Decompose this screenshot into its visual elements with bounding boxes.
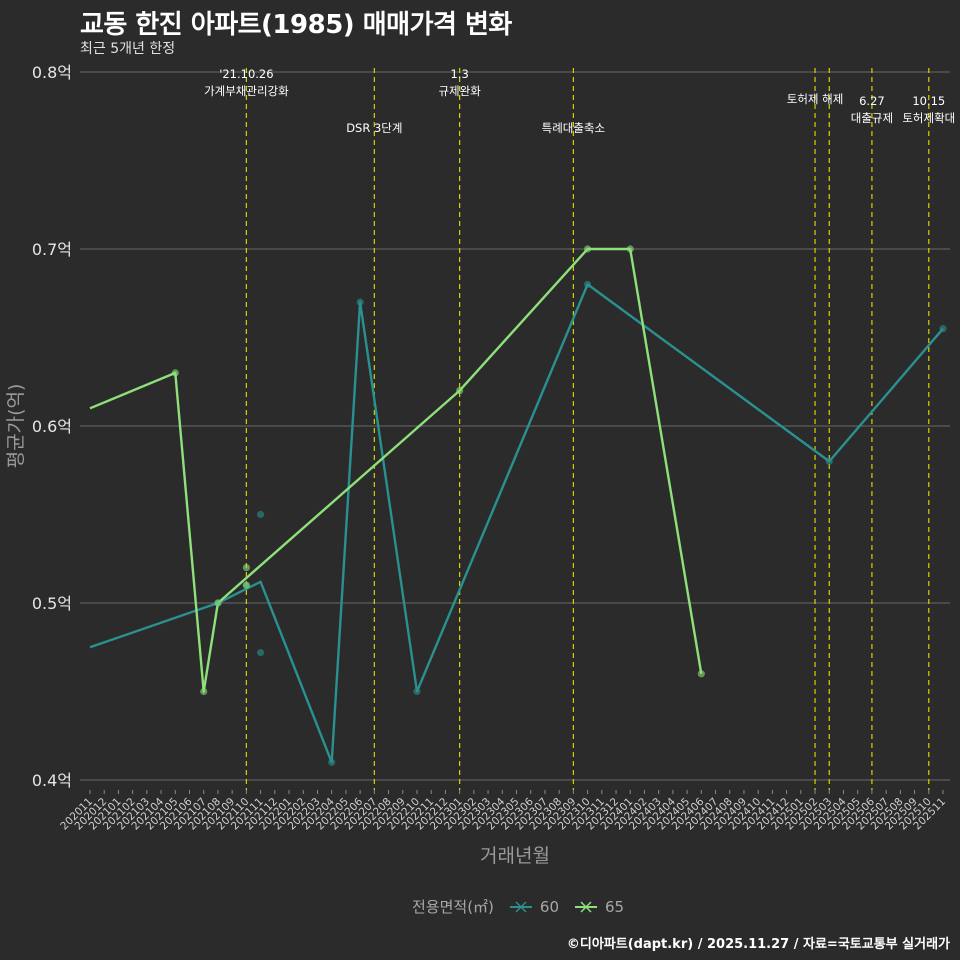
source-credit: ©디아파트(dapt.kr) / 2025.11.27 / 자료=국토교통부 실… xyxy=(566,937,950,952)
data-point-65 xyxy=(456,387,464,395)
legend-title: 전용면적(㎡) xyxy=(412,898,494,916)
y-tick-label: 0.4억 xyxy=(32,771,72,790)
y-axis-title: 평균가(억) xyxy=(5,384,27,469)
event-label: DSR 3단계 xyxy=(346,121,402,135)
data-point-60 xyxy=(356,298,364,306)
event-label: 가계부채관리강화 xyxy=(204,84,289,98)
data-point-65 xyxy=(626,245,634,253)
data-point-60 xyxy=(257,510,265,519)
legend-swatch-60 xyxy=(509,900,532,913)
legend: 전용면적(㎡) 60 65 xyxy=(412,896,624,917)
data-point-65 xyxy=(200,687,208,696)
data-point-60 xyxy=(257,648,265,657)
chart-title: 교동 한진 아파트(1985) 매매가격 변화 xyxy=(80,10,512,40)
y-tick-label: 0.8억 xyxy=(32,63,72,82)
event-label: 규제완화 xyxy=(438,84,481,98)
legend-label-65: 65 xyxy=(605,897,625,916)
data-point-65 xyxy=(697,670,705,678)
event-label: 토허제확대 xyxy=(902,111,955,125)
legend-label-60: 60 xyxy=(539,897,559,916)
event-label: 토허제 해제 xyxy=(787,92,844,106)
event-label: 10.15 xyxy=(912,94,945,108)
event-label: 6.27 xyxy=(859,94,885,108)
data-point-65 xyxy=(171,369,179,377)
legend-swatch-65 xyxy=(575,900,597,913)
data-point-65 xyxy=(242,581,250,589)
x-axis-title: 거래년월 xyxy=(480,845,550,867)
data-point-60 xyxy=(583,280,592,288)
y-tick-label: 0.7억 xyxy=(32,240,72,259)
data-point-65 xyxy=(214,599,222,607)
event-label: 대출규제 xyxy=(851,111,893,125)
data-point-60 xyxy=(939,325,947,333)
data-point-60 xyxy=(413,687,421,696)
chart-subtitle: 최근 5개년 한정 xyxy=(80,41,176,57)
event-label: 특례대출축소 xyxy=(542,121,605,135)
legend-entry-60: 60 xyxy=(508,898,559,916)
data-point-60 xyxy=(825,457,833,465)
event-label: 1.3 xyxy=(450,67,468,81)
y-tick-label: 0.6억 xyxy=(32,417,72,436)
data-point-65 xyxy=(242,564,250,572)
legend-entry-65: 65 xyxy=(573,898,624,916)
data-point-60 xyxy=(328,758,336,766)
event-label: '21.10.26 xyxy=(219,67,273,81)
data-point-65 xyxy=(583,245,592,253)
series-line-65 xyxy=(89,247,703,693)
y-tick-label: 0.5억 xyxy=(32,594,72,613)
